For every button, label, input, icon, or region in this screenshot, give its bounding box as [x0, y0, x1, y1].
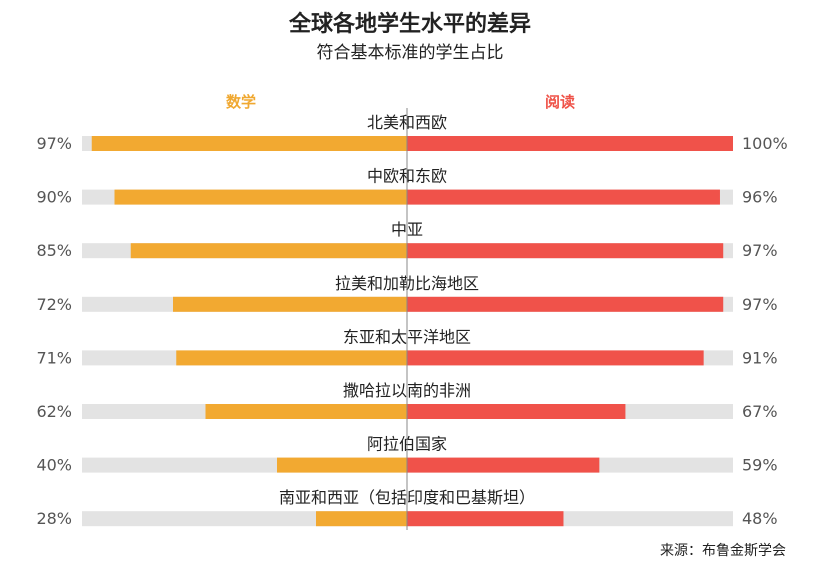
bar-reading	[407, 404, 626, 419]
bar-math	[205, 404, 407, 419]
math-value-label: 97%	[36, 134, 72, 153]
bar-reading	[407, 457, 600, 473]
math-value-label: 71%	[36, 348, 72, 367]
bar-reading	[407, 296, 724, 312]
bar-math	[130, 243, 407, 259]
bar-math	[173, 296, 407, 312]
math-value-label: 85%	[36, 241, 72, 260]
chart-subtitle: 符合基本标准的学生占比	[316, 43, 504, 63]
legend-reading: 阅读	[545, 93, 576, 111]
math-value-label: 62%	[36, 402, 72, 421]
reading-value-label: 48%	[742, 509, 778, 528]
source-note: 来源：布鲁金斯学会	[660, 543, 786, 559]
bar-math	[176, 350, 407, 366]
math-value-label: 90%	[36, 188, 72, 207]
reading-value-label: 100%	[742, 134, 788, 153]
bar-math	[91, 136, 407, 151]
bar-reading	[407, 189, 720, 205]
reading-value-label: 97%	[742, 295, 778, 314]
reading-value-label: 97%	[742, 241, 778, 260]
math-value-label: 28%	[36, 509, 72, 528]
legend-math: 数学	[226, 93, 257, 111]
reading-value-label: 67%	[742, 402, 778, 421]
bar-math	[114, 189, 407, 205]
reading-value-label: 59%	[742, 456, 778, 475]
bar-math	[316, 511, 407, 527]
math-value-label: 72%	[36, 295, 72, 314]
bar-reading	[407, 136, 733, 151]
math-value-label: 40%	[36, 456, 72, 475]
reading-value-label: 91%	[742, 348, 778, 367]
bar-reading	[407, 511, 564, 527]
bar-math	[277, 457, 407, 473]
reading-value-label: 96%	[742, 188, 778, 207]
chart-title: 全球各地学生水平的差异	[288, 12, 531, 37]
bar-reading	[407, 243, 724, 259]
bar-reading	[407, 350, 704, 366]
